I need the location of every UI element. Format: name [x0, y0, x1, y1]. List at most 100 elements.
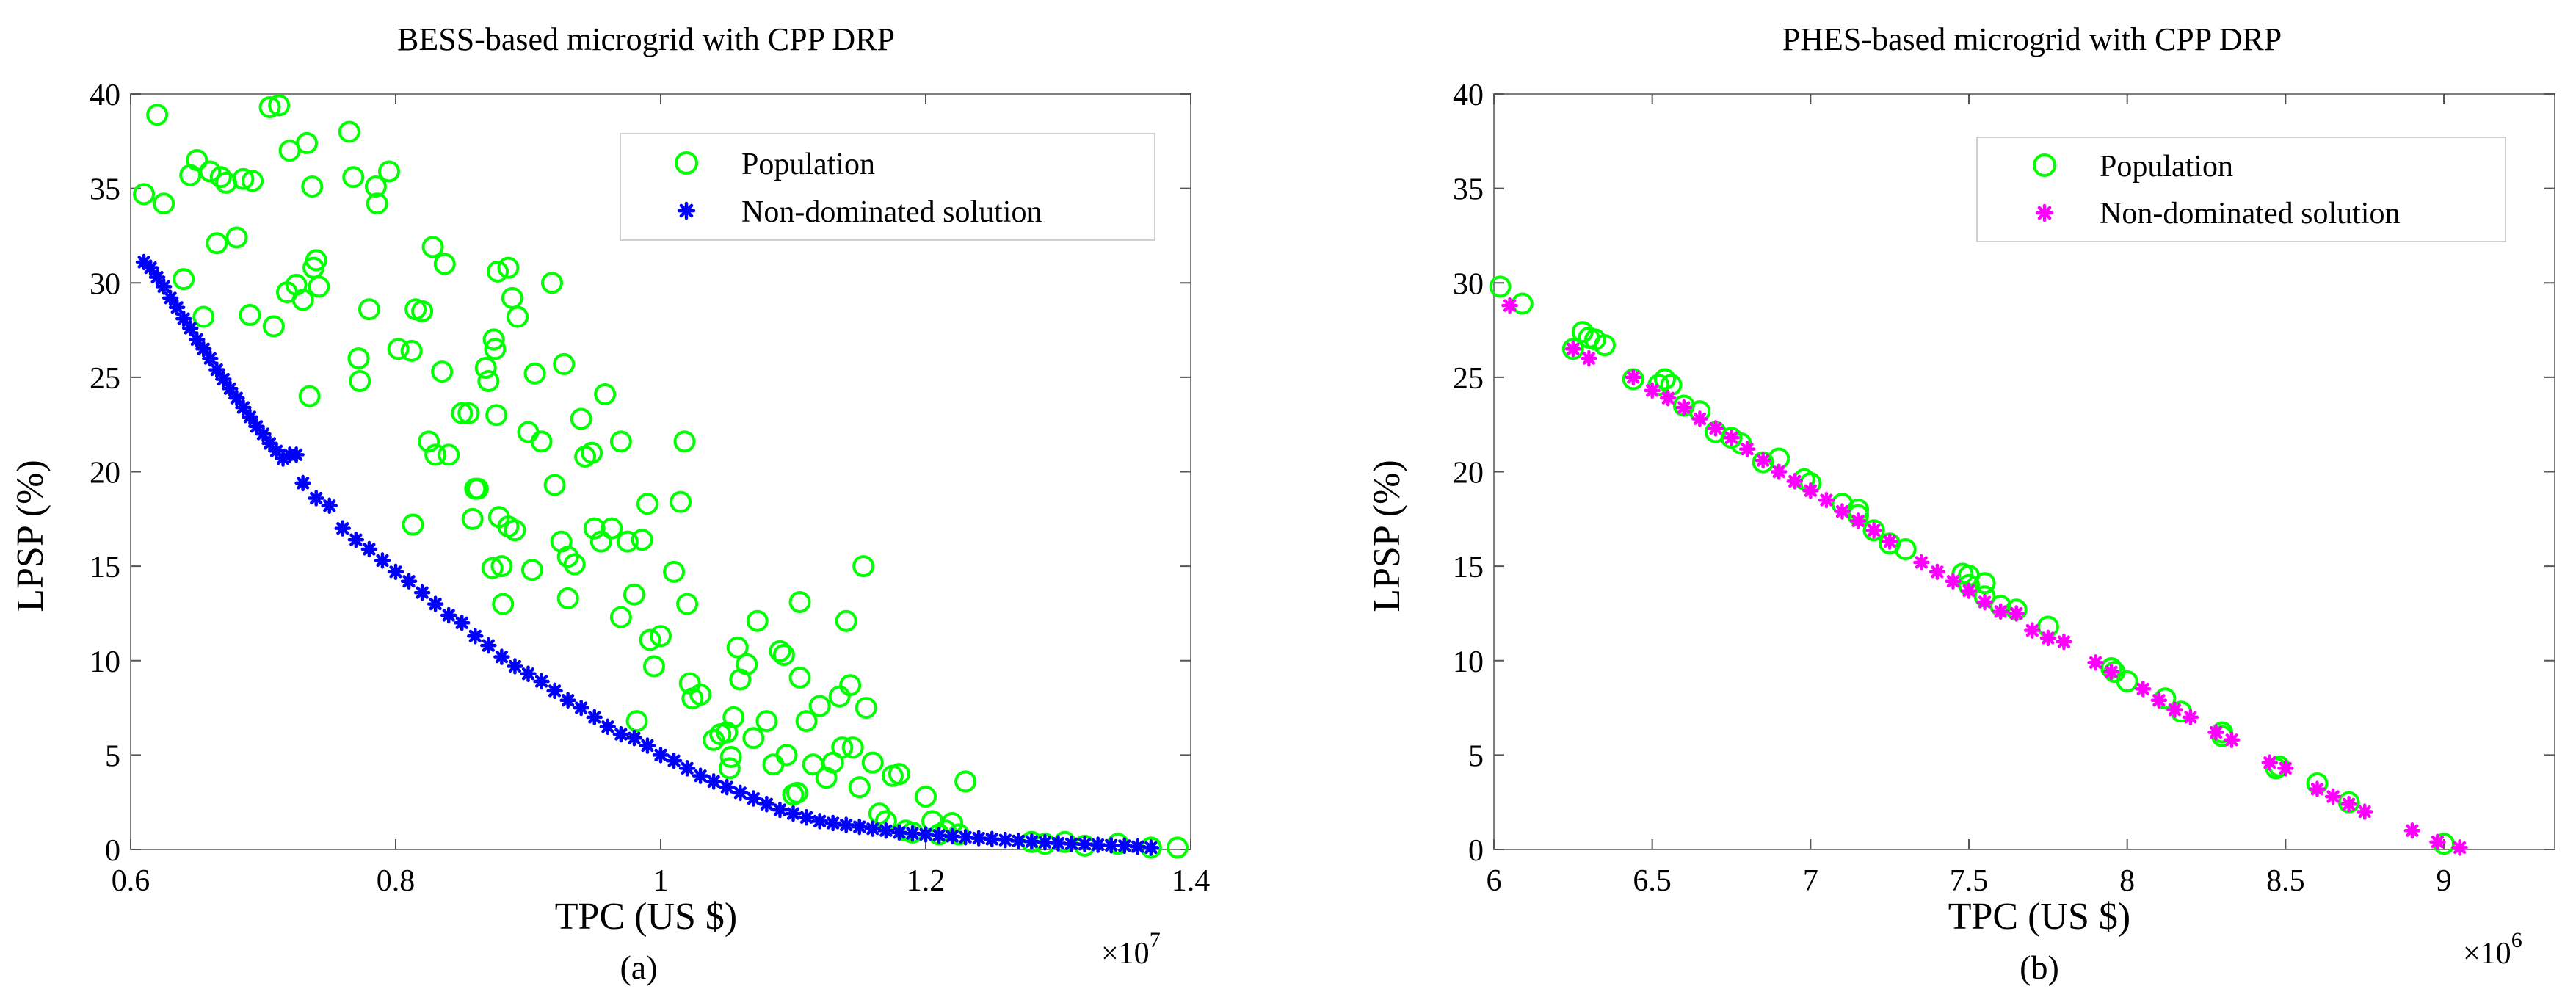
nondominated-point — [1023, 833, 1040, 850]
nondominated-point — [1802, 482, 1819, 499]
population-point — [461, 507, 484, 530]
x-tick-label: 9 — [2437, 864, 2452, 898]
nondominated-point — [427, 595, 444, 612]
population-point — [746, 609, 769, 632]
population-point — [828, 685, 851, 708]
population-point — [232, 167, 255, 190]
population-point — [670, 490, 692, 513]
nondominated-point — [639, 737, 656, 754]
population-point — [719, 745, 742, 768]
nondominated-point — [1691, 410, 1708, 427]
nondominated-point — [148, 269, 166, 286]
nondominated-point — [586, 709, 603, 726]
population-point — [258, 96, 281, 119]
nondominated-point — [208, 361, 225, 378]
population-point — [517, 421, 540, 443]
nondominated-point — [1644, 382, 1661, 399]
chart-b-legend-box — [1976, 137, 2506, 242]
population-point — [589, 530, 612, 553]
population-point — [291, 289, 314, 311]
nondominated-point — [454, 615, 471, 631]
population-point — [477, 370, 500, 393]
nondominated-point — [732, 784, 749, 802]
population-point — [206, 232, 228, 255]
nondominated-point — [181, 319, 199, 337]
nondominated-point — [1089, 836, 1106, 853]
chart-a-nondominated-series — [135, 253, 1160, 856]
population-point — [788, 591, 811, 614]
nondominated-point — [2223, 731, 2241, 749]
nondominated-point — [2277, 760, 2294, 777]
nondominated-point — [507, 658, 523, 675]
population-point — [438, 443, 460, 466]
nondominated-point — [745, 790, 762, 807]
population-point — [358, 298, 380, 321]
nondominated-point — [255, 425, 272, 443]
chart-b-y-axis: 0 5 10 15 20 25 30 35 40 — [1453, 79, 2555, 868]
y-tick-label: 30 — [1453, 267, 1484, 301]
nondominated-point — [1929, 563, 1946, 581]
nondominated-point — [719, 778, 736, 796]
nondominated-point — [1103, 837, 1120, 854]
population-point — [492, 593, 515, 615]
population-point — [742, 727, 765, 750]
population-point — [631, 529, 653, 551]
chart-b-legend: Population Non-dominated solution — [1976, 137, 2506, 242]
y-tick-label: 5 — [1468, 739, 1484, 773]
population-point — [225, 226, 248, 249]
nondominated-point — [904, 825, 921, 842]
nondominated-point — [2182, 709, 2199, 726]
nondominated-point — [758, 796, 775, 813]
population-point — [366, 192, 388, 215]
y-tick-label: 25 — [90, 362, 120, 396]
chart-a-population-series — [133, 94, 1189, 859]
population-point — [1973, 572, 1996, 595]
nondominated-point — [155, 278, 173, 295]
nondominated-point — [400, 573, 418, 590]
nondominated-point — [1945, 573, 1962, 590]
population-point — [377, 160, 400, 183]
x-tick-label: 8 — [2119, 864, 2135, 898]
population-point — [616, 530, 639, 553]
y-tick-label: 40 — [90, 79, 120, 112]
population-point — [1593, 334, 1616, 357]
population-point — [650, 625, 672, 648]
nondominated-point — [1010, 833, 1027, 849]
nondominated-point — [573, 699, 589, 717]
x-tick-label: 6 — [1487, 864, 1502, 898]
chart-a: BESS-based microgrid with CPP DRP 0 5 10 15… — [10, 21, 1210, 986]
nondominated-point — [175, 310, 192, 327]
population-point — [474, 357, 497, 380]
nondominated-point — [1707, 420, 1724, 437]
population-point — [636, 493, 658, 515]
population-point — [594, 383, 617, 406]
population-point — [523, 362, 546, 385]
nondominated-point — [334, 520, 352, 537]
nondominated-point — [2261, 754, 2279, 771]
nondominated-point — [2102, 663, 2120, 681]
population-point — [433, 253, 456, 275]
population-point — [841, 736, 864, 759]
population-point — [553, 352, 576, 375]
legend-star-glyph — [2035, 203, 2054, 222]
nondominated-point — [1581, 349, 1597, 367]
population-point — [642, 655, 665, 678]
nondominated-point — [215, 371, 232, 388]
nondominated-point — [652, 747, 670, 764]
population-point — [520, 559, 543, 581]
population-point — [530, 430, 553, 453]
nondominated-point — [321, 497, 338, 515]
population-point — [482, 328, 505, 351]
nondominated-point — [387, 563, 404, 581]
chart-b-x-multiplier: ×106 — [2463, 928, 2522, 971]
nondominated-point — [612, 725, 630, 743]
chart-b-nondominated-series — [1501, 297, 2468, 856]
nondominated-point — [864, 820, 882, 837]
population-point — [1894, 537, 1917, 560]
y-tick-label: 25 — [1453, 362, 1484, 396]
nondominated-point — [1625, 369, 1642, 386]
population-point — [497, 256, 520, 279]
nondominated-point — [665, 752, 683, 769]
nondominated-point — [235, 399, 252, 416]
population-point — [775, 744, 798, 767]
